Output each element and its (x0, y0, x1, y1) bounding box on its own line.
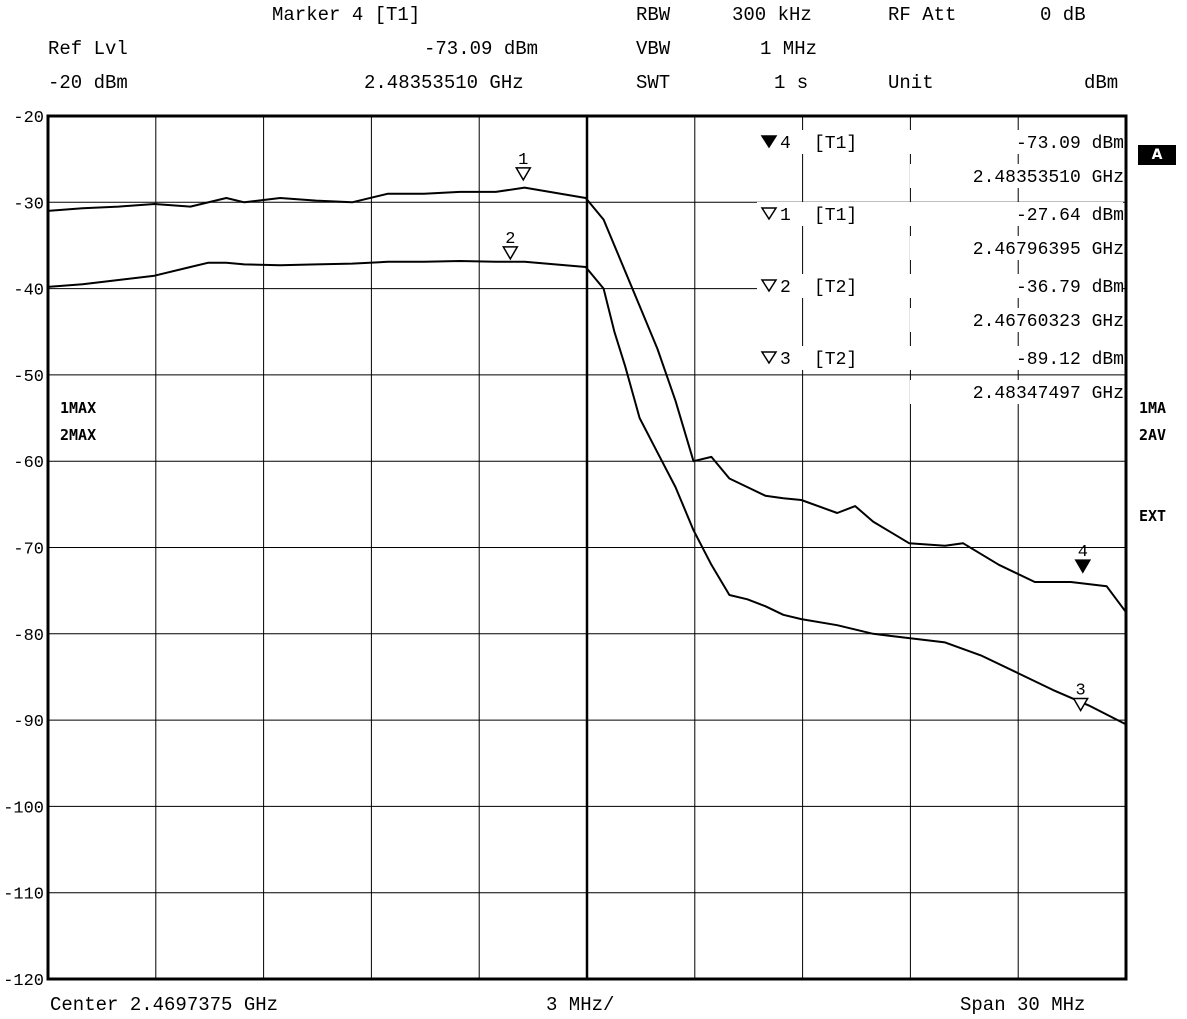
marker-table-trace: [T2] (814, 278, 857, 298)
vbw-value: 1 MHz (760, 38, 818, 60)
marker-table-level: -89.12 dBm (1016, 350, 1124, 370)
trace-line-2 (47, 260, 1127, 726)
center-frequency: Center 2.4697375 GHz (50, 994, 279, 1016)
marker-row-mask (910, 236, 1123, 260)
marker-4-triangle (1074, 559, 1092, 574)
rf-att-value: 0 dB (1040, 4, 1086, 26)
marker-table-symbol (760, 207, 778, 221)
marker-row-mask (910, 308, 1123, 332)
marker-table-trace: [T1] (814, 134, 857, 154)
marker-2-triangle (502, 246, 519, 261)
screen-a-badge: A (1138, 145, 1176, 165)
marker-table-frequency: 2.48353510 GHz (973, 168, 1124, 188)
rbw-label: RBW (636, 4, 671, 26)
y-tick-label: -100 (3, 799, 44, 818)
marker-4-label: 4 (1078, 543, 1088, 562)
marker-table-frequency: 2.48347497 GHz (973, 384, 1124, 404)
trace1-detector-label: 1MAX (60, 399, 97, 417)
marker-row-mask (757, 274, 1123, 298)
marker-label: Marker 4 [T1] (272, 4, 421, 26)
y-tick-label: -70 (13, 541, 44, 560)
marker-2-label: 2 (505, 230, 515, 249)
marker-table-trace: [T2] (814, 350, 857, 370)
unit-value: dBm (1084, 72, 1119, 94)
marker-level: -73.09 dBm (424, 38, 539, 60)
marker-1-label: 1 (518, 151, 528, 170)
ref-level-value: -20 dBm (48, 72, 128, 94)
trace2-mode: 2AV (1139, 426, 1167, 444)
vbw-label: VBW (636, 38, 671, 60)
marker-table-number: 3 (780, 350, 791, 370)
y-tick-label: -50 (13, 368, 44, 387)
marker-row-mask (757, 346, 1123, 370)
marker-table-frequency: 2.46796395 GHz (973, 240, 1124, 260)
ext-trigger-label: EXT (1139, 507, 1167, 525)
y-tick-label: -110 (3, 886, 44, 905)
trace1-mode: 1MA (1139, 399, 1167, 417)
marker-table-symbol (760, 279, 778, 293)
marker-row-mask (910, 164, 1123, 188)
marker-table-level: -27.64 dBm (1016, 206, 1124, 226)
marker-table-frequency: 2.46760323 GHz (973, 312, 1124, 332)
y-tick-label: -30 (13, 195, 44, 214)
trace2-detector-label: 2MAX (60, 426, 97, 444)
span-frequency: Span 30 MHz (960, 994, 1086, 1016)
frequency-per-division: 3 MHz/ (546, 994, 615, 1016)
trace-line-1 (47, 186, 1127, 613)
rf-att-label: RF Att (888, 4, 957, 26)
marker-1-triangle (514, 167, 532, 182)
marker-table-number: 4 (780, 134, 791, 154)
marker-table-level: -36.79 dBm (1016, 278, 1124, 298)
marker-3-triangle (1072, 697, 1089, 712)
y-tick-label: -40 (13, 282, 44, 301)
swt-value: 1 s (774, 72, 809, 94)
marker-row-mask (757, 130, 1123, 154)
unit-label: Unit (888, 72, 934, 94)
y-tick-label: -120 (3, 972, 44, 991)
marker-table-number: 2 (780, 278, 791, 298)
marker-table-level: -73.09 dBm (1016, 134, 1124, 154)
y-tick-label: -90 (13, 713, 44, 732)
marker-3-label: 3 (1076, 682, 1086, 701)
y-tick-label: -20 (13, 109, 44, 128)
marker-table-number: 1 (780, 206, 791, 226)
ref-level-label: Ref Lvl (48, 38, 128, 60)
marker-table-symbol (760, 351, 778, 365)
marker-row-mask (910, 380, 1123, 404)
y-tick-label: -60 (13, 454, 44, 473)
y-tick-label: -80 (13, 627, 44, 646)
marker-table-trace: [T1] (814, 206, 857, 226)
rbw-value: 300 kHz (732, 4, 812, 26)
marker-frequency: 2.48353510 GHz (364, 72, 524, 94)
marker-row-mask (757, 202, 1123, 226)
swt-label: SWT (636, 72, 671, 94)
marker-table-symbol (760, 135, 778, 149)
